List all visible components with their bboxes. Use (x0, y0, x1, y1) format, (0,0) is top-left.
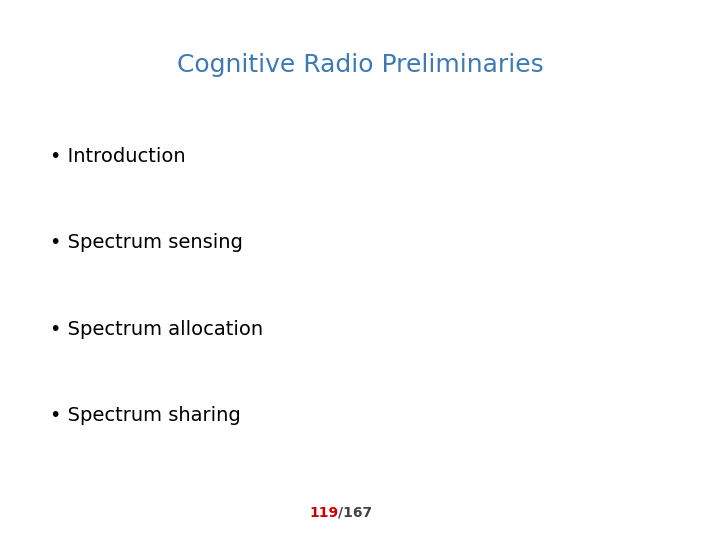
Text: • Introduction: • Introduction (50, 147, 186, 166)
Text: Cognitive Radio Preliminaries: Cognitive Radio Preliminaries (176, 53, 544, 77)
Text: 119: 119 (310, 506, 338, 520)
Text: /167: /167 (338, 506, 372, 520)
Text: • Spectrum sharing: • Spectrum sharing (50, 406, 241, 426)
Text: • Spectrum sensing: • Spectrum sensing (50, 233, 243, 253)
Text: • Spectrum allocation: • Spectrum allocation (50, 320, 264, 339)
